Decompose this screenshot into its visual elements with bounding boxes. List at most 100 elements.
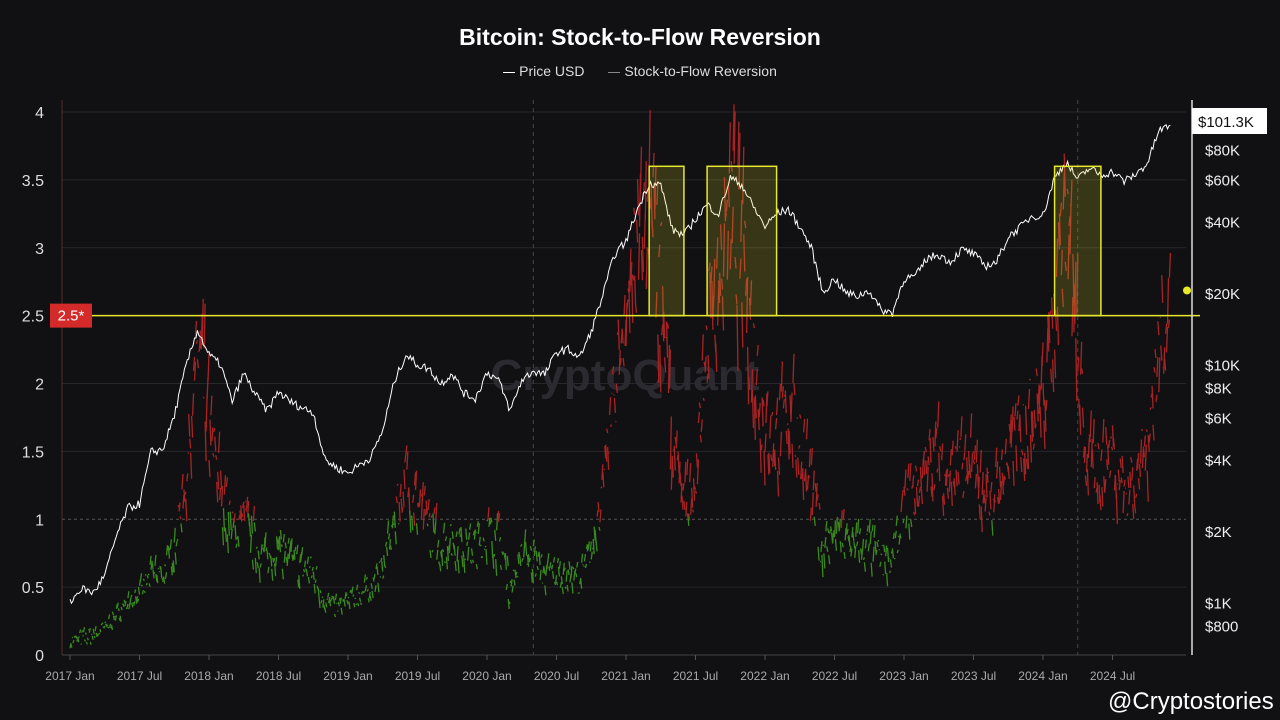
sf-segment — [1052, 359, 1055, 393]
left-tick-label: 2 — [35, 377, 44, 394]
sf-segment — [333, 613, 337, 618]
sf-segment — [296, 544, 299, 555]
x-tick-label: 2020 Jul — [534, 669, 579, 683]
sf-segment — [1051, 297, 1054, 329]
sf-segment — [322, 599, 325, 608]
sf-segment — [854, 545, 857, 558]
sf-segment — [841, 542, 844, 548]
sf-segment — [754, 395, 757, 419]
sf-segment — [234, 525, 237, 540]
sf-segment — [394, 531, 397, 545]
sf-segment — [482, 537, 485, 542]
sf-segment — [383, 555, 386, 567]
sf-segment — [876, 541, 879, 548]
sf-segment — [778, 383, 782, 401]
sf-segment — [204, 421, 207, 462]
sf-segment — [184, 491, 187, 496]
sf-segment — [291, 554, 294, 561]
sf-segment — [1043, 420, 1046, 449]
sf-segment — [691, 509, 695, 513]
sf-segment — [828, 555, 831, 565]
sf-segment — [266, 549, 269, 560]
sf-segment — [1048, 312, 1051, 344]
sf-segment — [141, 589, 144, 595]
sf-segment — [231, 511, 234, 514]
sf-segment — [154, 554, 157, 566]
sf-segment — [572, 566, 575, 570]
sf-segment — [925, 460, 928, 475]
sf-segment — [518, 551, 521, 558]
sf-segment — [195, 340, 199, 345]
sf-segment — [869, 531, 872, 545]
sf-segment — [861, 539, 865, 552]
sf-segment — [1058, 213, 1062, 246]
sf-segment — [357, 602, 360, 607]
sf-segment — [1015, 445, 1018, 472]
sf-segment — [590, 551, 593, 560]
sf-segment — [596, 510, 599, 517]
sf-segment — [940, 443, 944, 461]
legend-item-price[interactable]: Price USD — [503, 63, 584, 79]
sf-segment — [515, 571, 518, 576]
sf-segment — [961, 462, 964, 470]
sf-segment — [621, 328, 624, 344]
sf-segment — [927, 456, 930, 466]
sf-segment — [461, 555, 464, 568]
sf-segment — [533, 546, 536, 556]
legend-item-sf[interactable]: Stock-to-Flow Reversion — [608, 63, 777, 79]
sf-segment — [661, 324, 664, 336]
left-tick-label: 2.5 — [22, 309, 44, 326]
sf-segment — [376, 566, 379, 575]
sf-segment — [412, 494, 415, 504]
sf-segment — [228, 500, 231, 505]
sf-segment — [722, 223, 726, 277]
sf-segment — [475, 564, 478, 570]
sf-segment — [933, 484, 936, 491]
sf-segment — [954, 446, 957, 449]
sf-segment — [944, 469, 948, 486]
x-tick-label: 2019 Jul — [395, 669, 440, 683]
sf-segment — [273, 557, 276, 563]
sf-segment — [587, 541, 590, 550]
sf-segment — [683, 500, 686, 511]
sf-segment — [327, 592, 330, 598]
right-tick-label: $2K — [1205, 524, 1232, 541]
sf-segment — [485, 549, 488, 565]
sf-segment — [723, 177, 727, 222]
sf-segment — [591, 547, 594, 550]
sf-segment — [578, 592, 580, 594]
sf-segment — [681, 495, 684, 510]
sf-segment — [991, 520, 994, 536]
sf-segment — [1036, 393, 1039, 422]
sf-segment — [426, 523, 429, 527]
sf-segment — [119, 615, 122, 622]
sf-segment — [457, 559, 460, 574]
sf-segment — [354, 597, 357, 600]
sf-segment — [824, 537, 827, 548]
sf-segment — [644, 161, 647, 220]
sf-segment — [752, 323, 756, 329]
sf-segment — [964, 434, 967, 452]
sf-segment — [77, 636, 80, 643]
sf-segment — [1028, 378, 1031, 381]
sf-segment — [700, 419, 703, 432]
sf-segment — [152, 569, 155, 579]
sf-segment — [301, 547, 304, 556]
sf-segment — [567, 569, 570, 575]
sf-segment — [598, 526, 601, 531]
sf-segment — [845, 523, 848, 536]
sf-segment — [839, 541, 842, 553]
sf-segment — [737, 121, 740, 168]
sf-segment — [492, 554, 495, 569]
sf-segment — [668, 349, 672, 389]
sf-segment — [675, 430, 678, 449]
sf-segment — [635, 305, 638, 313]
sf-segment — [642, 182, 645, 200]
sf-segment — [432, 513, 435, 533]
right-tick-label: $1K — [1205, 596, 1232, 613]
sf-segment — [353, 602, 356, 608]
right-tick-label: $40K — [1205, 214, 1240, 231]
sf-segment — [75, 635, 78, 639]
sf-segment — [815, 483, 818, 507]
